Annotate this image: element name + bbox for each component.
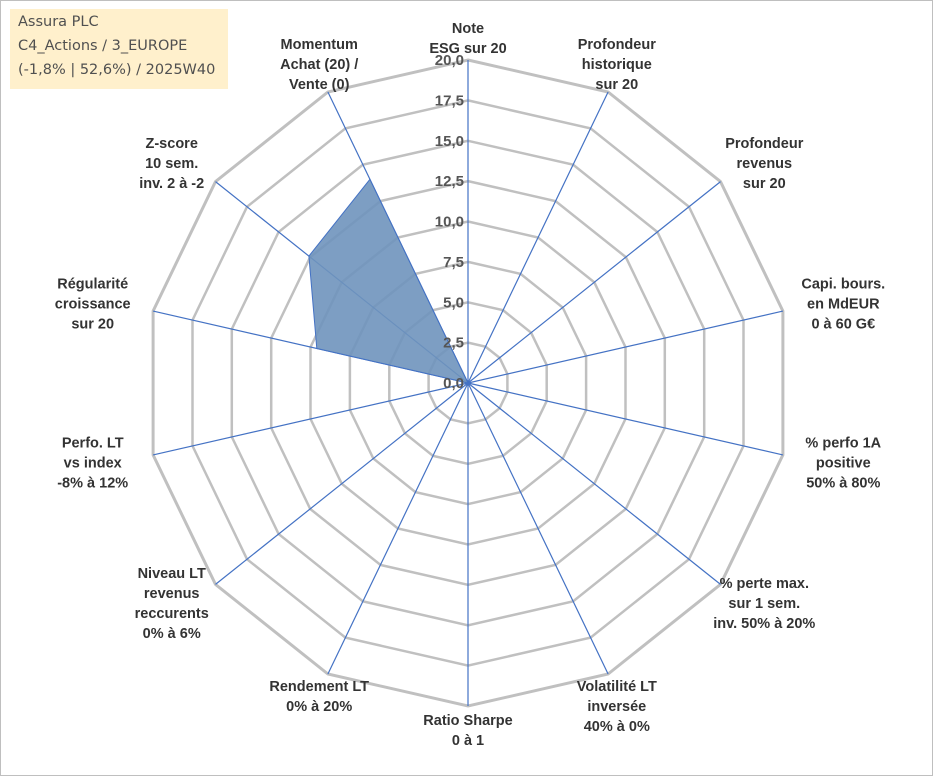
- axis-label: Profondeur revenus sur 20: [725, 136, 803, 192]
- tick-label: 2,5: [443, 335, 464, 352]
- series-area: [308, 178, 469, 384]
- tick-label: 7,5: [443, 254, 464, 271]
- axis-spoke: [215, 382, 469, 585]
- axis-spoke: [467, 310, 784, 384]
- tick-label: 0,0: [443, 375, 464, 392]
- axis-label: Rendement LT 0% à 20%: [269, 679, 369, 715]
- axis-label: Profondeur historique sur 20: [578, 37, 656, 93]
- performance-label: (-1,8% | 52,6%) / 2025W40: [18, 62, 216, 78]
- axis-spoke: [152, 382, 469, 456]
- axis-label: Momentum Achat (20) / Vente (0): [280, 37, 358, 93]
- axis-spoke: [467, 382, 609, 675]
- axis-label: Note ESG sur 20: [429, 21, 506, 57]
- info-box: Assura PLC C4_Actions / 3_EUROPE (-1,8% …: [10, 9, 228, 89]
- tick-label: 5,0: [443, 294, 464, 311]
- tick-label: 12,5: [435, 173, 464, 190]
- axis-spoke: [467, 382, 721, 585]
- axis-label: Régularité croissance sur 20: [55, 277, 131, 333]
- axis-label: Z-score 10 sem. inv. 2 à -2: [139, 136, 204, 192]
- axis-label: Ratio Sharpe 0 à 1: [423, 713, 512, 749]
- axis-label: % perfo 1A positive 50% à 80%: [805, 435, 881, 491]
- axis-label: Perfo. LT vs index -8% à 12%: [57, 435, 128, 491]
- category-label: C4_Actions / 3_EUROPE: [18, 38, 188, 54]
- tick-label: 20,0: [435, 52, 464, 69]
- axis-label: Capi. bours. en MdEUR 0 à 60 G€: [801, 277, 885, 333]
- axis-label: % perte max. sur 1 sem. inv. 50% à 20%: [713, 576, 815, 632]
- tick-label: 10,0: [435, 214, 464, 231]
- tick-label: 17,5: [435, 92, 464, 109]
- axis-label: Niveau LT revenus reccurents 0% à 6%: [135, 566, 209, 642]
- axis-spoke: [467, 181, 721, 384]
- axis-spoke: [467, 382, 784, 456]
- axis-label: Volatilité LT inversée 40% à 0%: [577, 679, 657, 735]
- tick-label: 15,0: [435, 133, 464, 150]
- axis-spoke: [467, 91, 609, 384]
- axis-spoke: [327, 382, 469, 675]
- company-name: Assura PLC: [18, 14, 99, 30]
